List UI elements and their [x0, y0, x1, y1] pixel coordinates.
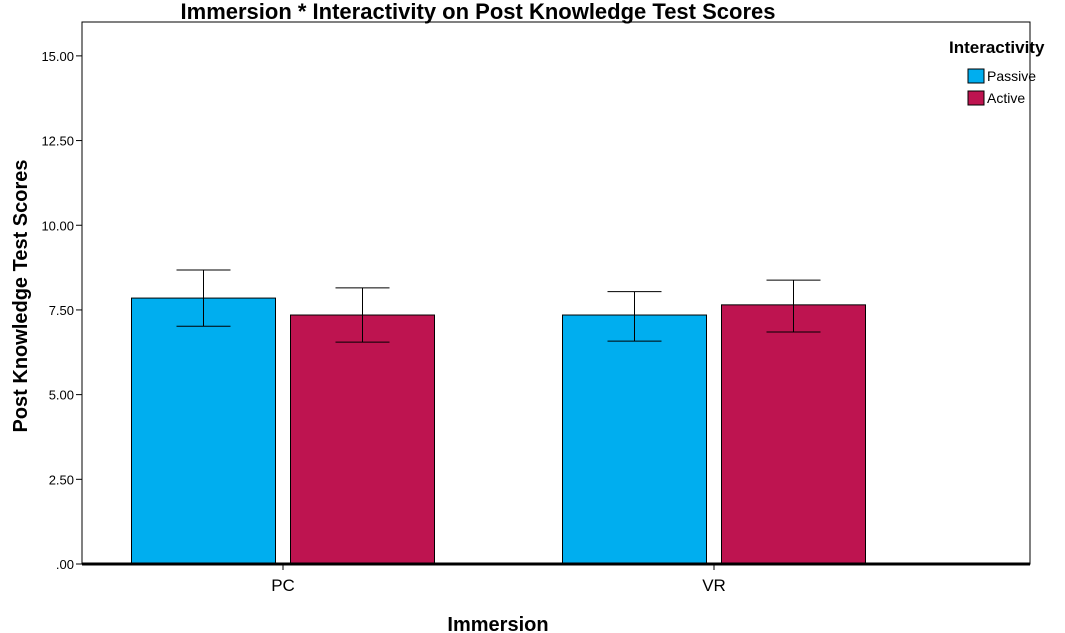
- bar-pc-passive: [131, 297, 276, 565]
- y-axis-label: Post Knowledge Test Scores: [10, 159, 32, 432]
- y-tick-label: 2.50: [49, 472, 74, 487]
- bar-pc-active: [290, 314, 435, 565]
- legend-swatch-active: [967, 90, 985, 106]
- legend-swatch-passive: [967, 68, 985, 84]
- y-tick-label: .00: [56, 557, 74, 572]
- x-axis: PC VR: [271, 564, 726, 595]
- chart-title: Immersion * Interactivity on Post Knowle…: [181, 0, 776, 24]
- y-tick-label: 10.00: [41, 218, 74, 233]
- legend: Interactivity Passive Active: [949, 38, 1045, 106]
- bar-vr-active: [721, 304, 866, 565]
- legend-title: Interactivity: [949, 38, 1045, 57]
- y-tick-label: 15.00: [41, 49, 74, 64]
- bars-group: [131, 297, 866, 565]
- y-axis: .00 2.50 5.00 7.50 10.00 12.50 15.00: [41, 49, 82, 572]
- error-bars-group: [176, 269, 821, 343]
- x-tick-label-pc: PC: [271, 576, 295, 595]
- y-tick-label: 12.50: [41, 134, 74, 149]
- legend-label-active: Active: [987, 90, 1025, 106]
- x-tick-label-vr: VR: [702, 576, 726, 595]
- bar-vr-passive: [562, 314, 707, 565]
- y-tick-label: 5.00: [49, 388, 74, 403]
- x-axis-label: Immersion: [447, 614, 548, 633]
- y-tick-label: 7.50: [49, 303, 74, 318]
- legend-label-passive: Passive: [987, 68, 1036, 84]
